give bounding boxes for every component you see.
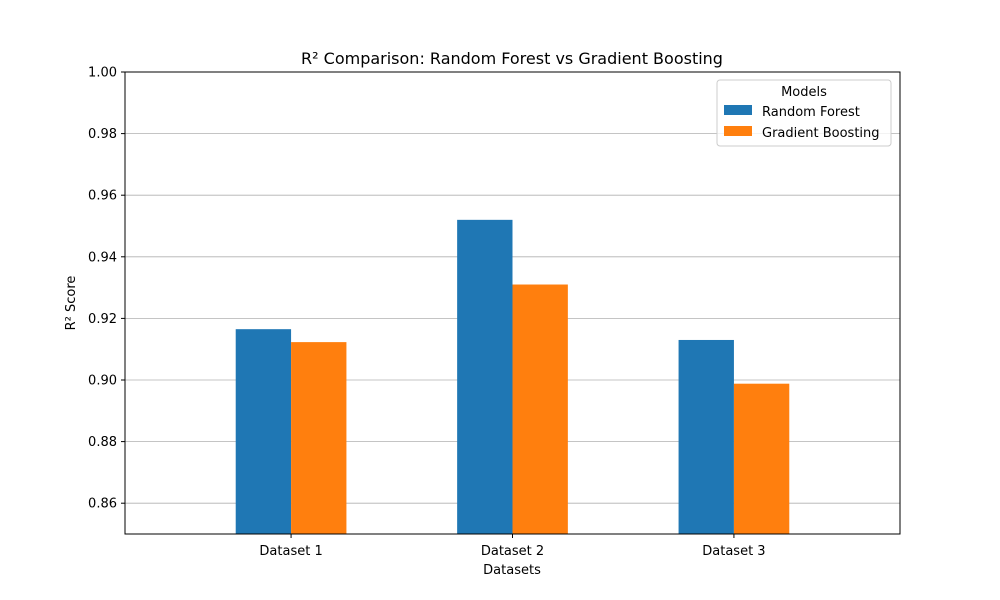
legend-swatch-random-forest — [724, 105, 752, 115]
legend-box — [716, 79, 892, 147]
legend: Models Random Forest Gradient Boosting — [716, 79, 892, 147]
y-tick-label: 0.90 — [88, 374, 117, 389]
y-tick-label: 0.98 — [88, 127, 117, 142]
y-tick-label: 0.96 — [88, 189, 117, 204]
bar-gradient-boosting-2 — [512, 284, 568, 534]
legend-label-gradient-boosting: Gradient Boosting — [762, 126, 880, 141]
bar-random-forest-2 — [457, 219, 513, 534]
y-tick-label: 0.94 — [88, 250, 117, 265]
legend-title: Models — [781, 85, 827, 100]
y-axis: 0.86 0.88 0.90 0.92 0.94 0.96 0.98 1.00 — [88, 66, 125, 512]
y-tick-label: 0.88 — [88, 435, 117, 450]
legend-swatch-gradient-boosting — [724, 126, 752, 136]
y-tick-label: 0.92 — [88, 312, 117, 327]
bar-random-forest-1 — [235, 329, 292, 534]
bar-gradient-boosting-1 — [291, 342, 347, 534]
chart-title: R² Comparison: Random Forest vs Gradient… — [301, 49, 723, 68]
legend-label-random-forest: Random Forest — [762, 105, 860, 120]
x-axis-label: Datasets — [483, 563, 541, 578]
x-axis: Dataset 1 Dataset 2 Dataset 3 — [259, 534, 766, 559]
bar-gradient-boosting-3 — [733, 383, 790, 534]
bars — [235, 219, 790, 534]
x-tick-label: Dataset 1 — [259, 544, 322, 559]
y-axis-label: R² Score — [64, 276, 79, 331]
bar-random-forest-3 — [678, 339, 734, 534]
x-tick-label: Dataset 2 — [481, 544, 544, 559]
y-tick-label: 0.86 — [88, 497, 117, 512]
y-tick-label: 1.00 — [88, 66, 117, 81]
x-tick-label: Dataset 3 — [702, 544, 765, 559]
